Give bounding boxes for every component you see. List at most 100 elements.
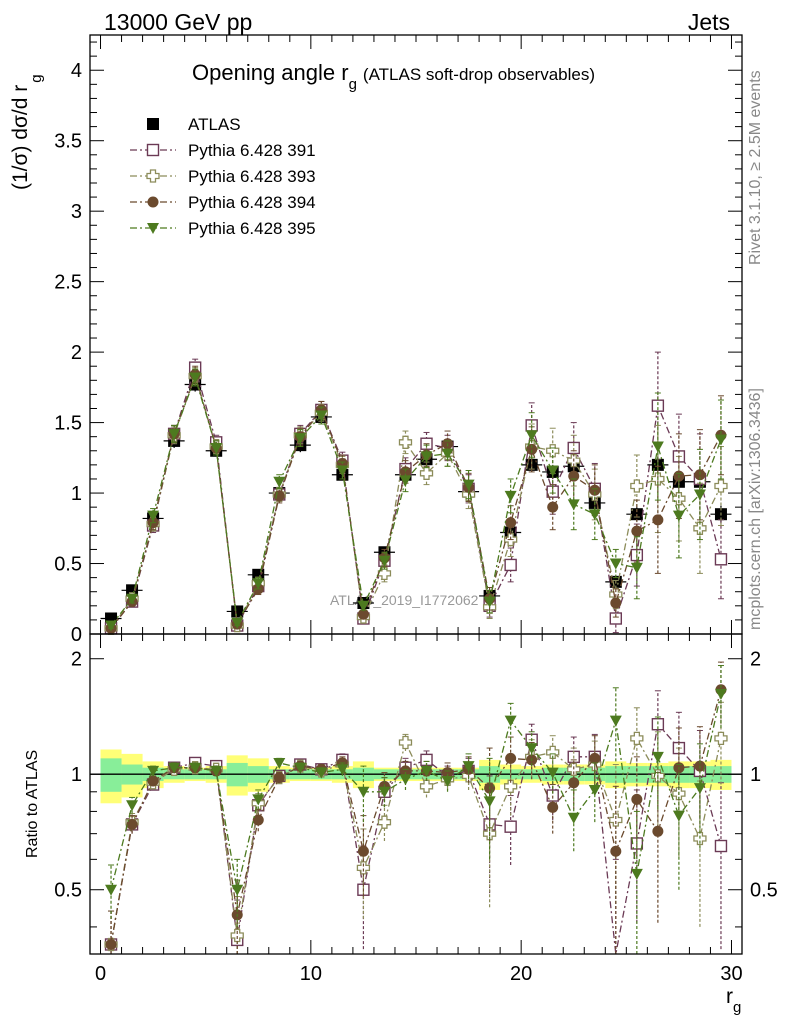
y-tick-label: 2.5 (54, 272, 82, 294)
chart-title-sub: g (349, 76, 357, 93)
y-tick-label: 2 (71, 342, 82, 364)
data-point (588, 509, 601, 521)
data-point (126, 593, 139, 605)
ratio-series-line (110, 693, 722, 890)
ratio-y-tick-label: 2 (71, 649, 82, 671)
data-point (525, 430, 538, 442)
legend-entry: Pythia 6.428 395 (130, 219, 316, 238)
data-point (630, 479, 644, 493)
data-point (610, 597, 622, 609)
ratio-panel: 0.5 0.51 12 20 10 20 30 Ratio to ATLAS rg (24, 633, 778, 1016)
legend-marker (146, 143, 160, 157)
ratio-point (252, 794, 265, 806)
ratio-point (568, 777, 580, 789)
data-point (714, 434, 727, 446)
data-point (273, 490, 285, 502)
legend-label: Pythia 6.428 395 (188, 219, 316, 238)
ratio-point (714, 839, 728, 853)
ratio-point (504, 820, 517, 833)
ratio-point (693, 783, 706, 795)
data-point (651, 399, 665, 412)
ratio-y-tick-label-right: 1 (750, 764, 761, 786)
data-point (315, 410, 328, 422)
y-tick-label: 0 (71, 624, 82, 646)
ratio-point (672, 810, 685, 822)
ratio-y-tick-label-right: 2 (750, 649, 761, 671)
data-point (189, 372, 202, 384)
ratio-point (589, 752, 601, 764)
header-left: 13000 GeV pp (104, 9, 252, 35)
chart-title-suffix: (ATLAS soft-drop observables) (363, 65, 595, 84)
data-point (210, 442, 223, 454)
data-point (378, 555, 391, 567)
ratio-point (714, 688, 727, 700)
rivet-label: Rivet 3.1.10, ≥ 2.5M events (747, 70, 764, 265)
ratio-point (168, 762, 181, 774)
ratio-ylabel: Ratio to ATLAS (24, 750, 41, 858)
legend-marker (147, 223, 159, 234)
ratio-point (273, 772, 285, 784)
data-point (651, 441, 664, 453)
data-point (441, 448, 454, 460)
data-point (168, 428, 181, 440)
main-panel: ATLAS_2019_I1772062 0 0.5 1 1.5 2 2.5 3 3.5 4 Op… (9, 34, 743, 646)
legend-label: Pythia 6.428 391 (188, 141, 316, 160)
series-4 (105, 368, 727, 632)
ratio-point (651, 751, 664, 763)
ratio-point (273, 757, 286, 769)
ratio-point (546, 745, 560, 760)
legend-marker (147, 118, 159, 130)
ratio-series-2 (105, 661, 727, 954)
band-1sigma (100, 758, 122, 792)
y-tick-label: 0.5 (54, 554, 82, 576)
series-line (110, 375, 722, 626)
ratio-point (105, 884, 118, 896)
ratio-point (504, 715, 517, 727)
x-tick-label: 0 (95, 963, 106, 985)
data-point (294, 433, 307, 445)
series-line (110, 374, 722, 629)
watermark: ATLAS_2019_I1772062 (330, 592, 479, 608)
data-point (694, 469, 706, 481)
x-axis-label-sub: g (733, 999, 741, 1016)
ratio-frame (89, 633, 743, 955)
ratio-point (483, 796, 496, 808)
data-point (419, 466, 434, 480)
y-tick-label: 1.5 (54, 413, 82, 435)
legend-marker (146, 169, 160, 183)
data-point (420, 451, 433, 463)
ratio-point (231, 884, 244, 896)
ratio-point (147, 765, 160, 777)
data-point (609, 612, 623, 625)
ratio-y-tick-label: 1 (71, 764, 82, 786)
data-point (714, 479, 728, 493)
ratio-point (546, 767, 559, 779)
ratio-y-tick-label-right: 0.5 (750, 880, 778, 902)
data-point (672, 510, 685, 522)
ratio-point (652, 825, 664, 837)
data-point (336, 465, 349, 477)
x-tick-label: 20 (510, 963, 532, 985)
ratio-point (503, 779, 518, 793)
ratio-series-line (110, 736, 722, 945)
ratio-point (442, 767, 454, 779)
legend-label: ATLAS (188, 115, 241, 134)
mcplots-label: mcplots.cern.ch [arXiv:1306.3436] (747, 388, 764, 630)
ratio-point (378, 786, 391, 798)
data-point (630, 562, 643, 574)
ratio-point (441, 776, 454, 788)
data-point (483, 596, 496, 608)
y-tick-label: 3 (71, 201, 82, 223)
y-tick-label: 1 (71, 483, 82, 505)
ratio-series-line (110, 689, 722, 945)
data-point (546, 465, 559, 477)
ratio-point (252, 814, 264, 826)
ratio-point (419, 779, 434, 793)
ratio-point (505, 752, 517, 764)
ratio-series-1 (104, 701, 728, 954)
legend-marker (147, 196, 159, 208)
ratio-point (230, 928, 244, 943)
header-right: Jets (688, 9, 730, 35)
data-point (105, 620, 118, 632)
